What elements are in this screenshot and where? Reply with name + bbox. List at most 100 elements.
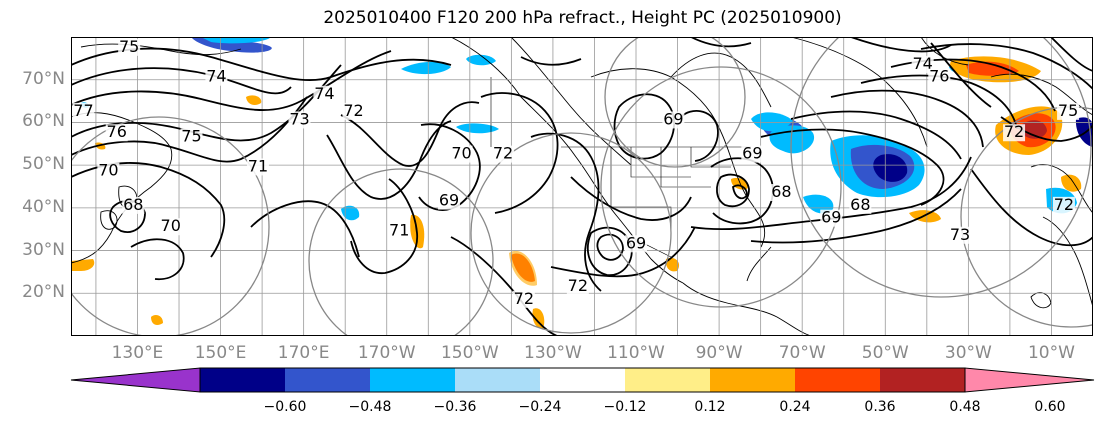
contour-label: 68 [850, 195, 870, 214]
contour-label-bg [159, 218, 182, 236]
contour-label-bg [342, 102, 365, 120]
colorbar-extend-min [70, 367, 201, 393]
contour-label: 68 [771, 182, 791, 201]
height-contours [71, 37, 1093, 336]
contour-label: 71 [389, 220, 409, 239]
contour-label-bg [180, 128, 203, 146]
contour-label: 69 [626, 233, 646, 252]
contour-label: 70 [451, 144, 471, 163]
map-panel: 75 74 77 76 75 73 74 72 71 70 68 70 71 69 70 72 72 72 69 69… [71, 37, 1093, 336]
colorbar-segment [370, 368, 455, 392]
colorbar-segment [455, 368, 540, 392]
longitude-label: 170°W [357, 343, 416, 363]
longitude-label: 30°W [944, 343, 992, 363]
reference-circles [71, 37, 1093, 336]
contour-labels: 75 74 77 76 75 73 74 72 71 70 68 70 71 69 70 72 72 72 69 69… [72, 37, 1080, 308]
colorbar-segment [795, 368, 880, 392]
colorbar-segment [710, 368, 795, 392]
colorbar-frame [199, 367, 966, 393]
colorbar-tick-label: −0.48 [348, 399, 392, 415]
contour-label: 68 [123, 195, 143, 214]
contour-label-bg [205, 68, 228, 86]
colorbar-segment [285, 368, 370, 392]
latitude-label: 30°N [22, 239, 65, 260]
colorbar-tick-label: 0.24 [779, 399, 811, 415]
contour-label-bg [662, 111, 685, 129]
contour-label: 76 [929, 67, 949, 86]
contour-label-bg [122, 196, 145, 214]
colorbar-tick-label: −0.36 [433, 399, 477, 415]
contour-label: 70 [98, 161, 118, 180]
contour-label-bg [450, 145, 473, 163]
contour-label: 75 [119, 37, 139, 56]
contour-label: 77 [73, 101, 93, 120]
longitude-label: 90°W [695, 343, 743, 363]
latitude-label: 70°N [22, 68, 65, 89]
contour-label: 76 [107, 122, 127, 141]
contour-label: 72 [493, 144, 513, 163]
contour-label-bg [928, 68, 951, 86]
colorbar-segment [200, 368, 285, 392]
contour-label: 72 [343, 101, 363, 120]
contour-label-bg [72, 102, 95, 120]
contour-label: 69 [439, 191, 459, 210]
longitude-label: 10°W [1027, 343, 1075, 363]
map-title: 2025010400 F120 200 hPa refract., Height… [323, 8, 842, 28]
contour-label: 75 [1058, 101, 1078, 120]
contour-label-bg [313, 85, 336, 103]
longitude-label: 130°W [524, 343, 582, 363]
contour-label-bg [1052, 196, 1075, 214]
contour-label: 74 [314, 84, 334, 103]
latitude-label: 50°N [22, 154, 65, 175]
contour-label-bg [105, 124, 128, 142]
contour-label: 73 [289, 109, 309, 128]
contour-label: 72 [1054, 195, 1074, 214]
colorbar-tick-label: −0.24 [518, 399, 562, 415]
latitude-label: 60°N [22, 111, 65, 132]
contour-label: 69 [742, 144, 762, 163]
contour-label: 72 [514, 289, 534, 308]
colorbar-segment [880, 368, 965, 392]
colorbar-tick-label: 0.48 [949, 399, 981, 415]
contour-label-bg [770, 184, 793, 202]
colorbar-tick-label: −0.12 [603, 399, 647, 415]
contour-label-bg [97, 162, 120, 180]
contour-label: 73 [950, 225, 970, 244]
contour-label-bg [438, 192, 461, 210]
longitude-label: 170°E [277, 343, 330, 363]
contour-label-bg [1003, 124, 1026, 142]
latitude-label: 40°N [22, 196, 65, 217]
contour-label-bg [118, 38, 141, 56]
colorbar-segment [625, 368, 710, 392]
contour-label-bg [388, 222, 411, 240]
contour-label-bg [492, 145, 515, 163]
colorbar-segment [540, 368, 625, 392]
contour-label: 72 [568, 276, 588, 295]
contour-label-bg [566, 278, 589, 296]
colorbar-tick-label: 0.36 [864, 399, 896, 415]
colorbar [70, 367, 1095, 393]
colorbar-tick-label: 0.12 [694, 399, 726, 415]
contour-label-bg [512, 290, 535, 308]
longitude-label: 130°E [111, 343, 164, 363]
contour-label-bg [741, 145, 764, 163]
longitude-label: 150°E [194, 343, 247, 363]
contour-label: 72 [1004, 122, 1024, 141]
contour-label-bg [288, 111, 311, 129]
contour-label: 74 [206, 67, 226, 86]
contour-label-bg [849, 196, 872, 214]
contour-label: 75 [181, 127, 201, 146]
colorbar-tick-label: −0.60 [263, 399, 307, 415]
longitude-label: 50°W [861, 343, 909, 363]
longitude-label: 70°W [778, 343, 826, 363]
contour-label-bg [246, 158, 269, 176]
contour-label: 71 [248, 156, 268, 175]
contour-label-bg [949, 226, 972, 244]
contour-label-bg [1057, 102, 1080, 120]
contour-label: 74 [912, 54, 932, 73]
colorbar-tick-label: 0.60 [1034, 399, 1066, 415]
contour-label-bg [911, 55, 934, 73]
colorbar-extend-max [964, 367, 1095, 393]
contour-label: 70 [161, 216, 181, 235]
gridlines [71, 37, 1093, 336]
